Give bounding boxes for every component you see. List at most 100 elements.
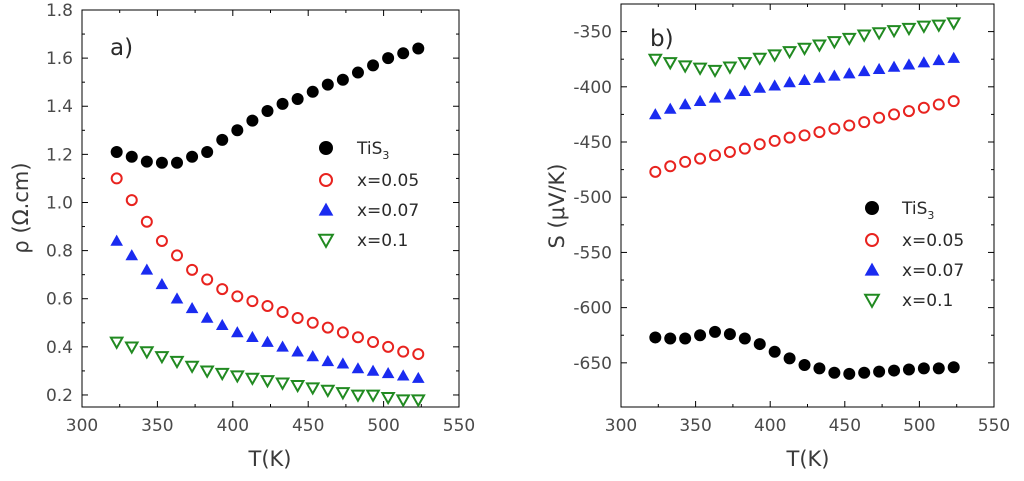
data-point-series-3 bbox=[901, 22, 917, 37]
panel-a-label: a) bbox=[110, 35, 133, 61]
data-point-series-0 bbox=[261, 105, 274, 118]
data-point-series-2 bbox=[411, 371, 425, 383]
data-point-series-1 bbox=[723, 145, 736, 158]
data-point-series-3 bbox=[395, 394, 411, 408]
data-point-series-1 bbox=[664, 160, 677, 173]
data-point-series-2 bbox=[336, 357, 350, 369]
data-point-series-2 bbox=[366, 364, 380, 376]
y-tick-label: -600 bbox=[573, 299, 612, 319]
legend-symbol bbox=[865, 201, 879, 215]
y-tick-label: -400 bbox=[573, 78, 612, 98]
data-point-series-3 bbox=[139, 346, 155, 360]
data-point-series-2 bbox=[261, 335, 274, 347]
legend-entry-x005: x=0.05 bbox=[865, 231, 964, 251]
data-point-series-1 bbox=[336, 326, 349, 339]
data-point-series-0 bbox=[291, 93, 304, 106]
data-point-series-0 bbox=[397, 47, 410, 60]
data-point-series-1 bbox=[708, 149, 721, 162]
panel-b-ticks: 300 350 400 450 500 550 -650 -600 -550 -500 -450 -4… bbox=[573, 4, 1010, 436]
data-point-series-2 bbox=[693, 94, 707, 106]
data-point-series-2 bbox=[125, 249, 139, 261]
data-point-series-3 bbox=[916, 20, 932, 34]
y-tick-label: 1.8 bbox=[46, 1, 73, 21]
data-point-series-2 bbox=[663, 102, 677, 114]
legend-marker-x007 bbox=[864, 262, 880, 276]
data-point-series-3 bbox=[886, 25, 902, 39]
x-tick-label: 400 bbox=[754, 416, 786, 436]
data-point-series-2 bbox=[678, 98, 692, 110]
y-tick-label: -500 bbox=[573, 188, 612, 208]
legend-symbol bbox=[865, 233, 879, 247]
data-point-series-3 bbox=[109, 336, 125, 350]
legend-entry-x007: x=0.07 bbox=[318, 201, 419, 221]
data-point-series-3 bbox=[871, 27, 887, 41]
data-point-series-1 bbox=[397, 345, 410, 358]
data-point-series-3 bbox=[350, 389, 366, 403]
y-tick-label: 0.6 bbox=[46, 290, 73, 310]
data-point-series-0 bbox=[768, 345, 781, 358]
data-point-series-3 bbox=[677, 60, 693, 74]
data-point-series-0 bbox=[110, 145, 123, 158]
data-point-series-3 bbox=[767, 49, 783, 63]
data-point-series-3 bbox=[365, 389, 381, 403]
y-tick-label: 0.2 bbox=[46, 386, 73, 406]
data-point-series-0 bbox=[753, 338, 766, 351]
data-point-series-2 bbox=[351, 362, 365, 374]
legend-marker-x005 bbox=[865, 233, 879, 247]
data-point-series-1 bbox=[246, 295, 259, 308]
data-point-series-0 bbox=[902, 363, 915, 376]
data-point-series-1 bbox=[932, 98, 945, 111]
panel-b-x-axis-label: T(K) bbox=[786, 447, 830, 471]
data-point-series-2 bbox=[917, 56, 931, 68]
data-point-series-1 bbox=[382, 340, 395, 353]
data-point-series-3 bbox=[692, 62, 708, 76]
data-point-series-0 bbox=[382, 52, 395, 65]
data-point-series-3 bbox=[244, 372, 260, 386]
y-tick-label: 1.6 bbox=[46, 49, 73, 69]
data-point-series-0 bbox=[873, 365, 886, 378]
data-point-series-0 bbox=[679, 332, 692, 345]
data-point-series-0 bbox=[216, 133, 229, 146]
data-point-series-3 bbox=[169, 355, 185, 370]
legend-entry-x01: x=0.1 bbox=[317, 231, 408, 251]
data-point-series-3 bbox=[826, 36, 842, 50]
data-point-series-0 bbox=[246, 114, 259, 127]
data-point-series-3 bbox=[124, 341, 140, 355]
data-point-series-2 bbox=[887, 60, 901, 72]
legend-entry-x01: x=0.1 bbox=[863, 291, 953, 311]
legend-entry-x005: x=0.05 bbox=[319, 171, 419, 191]
x-tick-label: 450 bbox=[829, 416, 861, 436]
y-tick-label: -650 bbox=[573, 354, 612, 374]
data-point-series-0 bbox=[336, 73, 349, 86]
x-tick-label: 350 bbox=[679, 416, 711, 436]
data-point-series-2 bbox=[306, 350, 320, 362]
data-point-series-2 bbox=[246, 330, 259, 343]
data-point-series-1 bbox=[917, 101, 930, 114]
data-point-series-1 bbox=[306, 316, 319, 329]
data-point-series-3 bbox=[410, 394, 426, 408]
x-tick-label: 450 bbox=[292, 416, 324, 436]
legend-symbol bbox=[319, 141, 333, 155]
data-point-series-2 bbox=[396, 369, 410, 381]
data-point-series-3 bbox=[811, 39, 827, 53]
data-point-series-2 bbox=[276, 340, 289, 352]
y-tick-label: -350 bbox=[573, 23, 612, 43]
data-point-series-0 bbox=[858, 366, 871, 379]
legend-symbol bbox=[864, 262, 880, 276]
y-tick-label: 1.2 bbox=[46, 145, 73, 165]
data-point-series-1 bbox=[902, 105, 915, 118]
data-point-series-2 bbox=[185, 302, 199, 314]
panel-b-y-axis-label: S (μV/K) bbox=[545, 164, 569, 249]
legend-marker-tis3 bbox=[865, 201, 879, 215]
data-point-series-0 bbox=[649, 331, 662, 344]
data-point-series-0 bbox=[321, 78, 334, 91]
data-point-series-1 bbox=[783, 131, 796, 144]
x-tick-label: 350 bbox=[141, 416, 173, 436]
data-point-series-0 bbox=[917, 362, 930, 375]
data-point-series-3 bbox=[380, 391, 396, 406]
data-point-series-0 bbox=[201, 145, 214, 158]
legend-symbol bbox=[319, 173, 333, 187]
x-tick-label: 400 bbox=[217, 416, 249, 436]
legend-label-x007: x=0.07 bbox=[902, 261, 964, 281]
